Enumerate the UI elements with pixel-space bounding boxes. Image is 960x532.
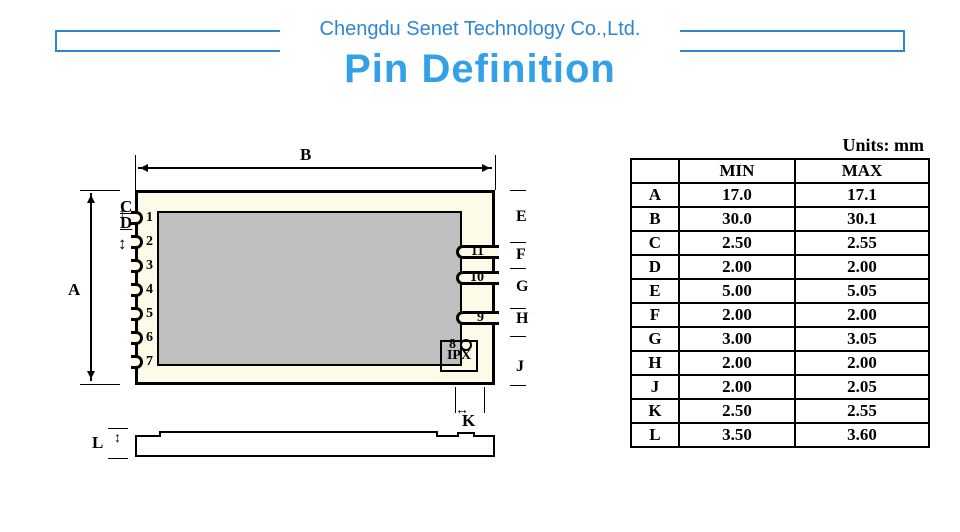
pin-num-6: 6 — [146, 330, 153, 346]
cell-max: 2.05 — [795, 375, 929, 399]
cell-label: E — [631, 279, 679, 303]
cell-min: 17.0 — [679, 183, 795, 207]
units-label: Units: mm — [630, 135, 930, 156]
module-side-view — [135, 435, 495, 457]
dim-label-K: K — [462, 411, 475, 431]
pin-num-11: 11 — [471, 244, 484, 260]
pin-num-1: 1 — [146, 210, 153, 226]
cell-label: K — [631, 399, 679, 423]
table-row: A17.017.1 — [631, 183, 929, 207]
table-row: K2.502.55 — [631, 399, 929, 423]
pin-num-2: 2 — [146, 234, 153, 250]
dim-label-L: L — [92, 433, 103, 453]
pin-num-4: 4 — [146, 282, 153, 298]
table-row: D2.002.00 — [631, 255, 929, 279]
rf-shield — [157, 211, 462, 366]
ipx-connector: IPX — [440, 340, 478, 372]
cell-max: 3.60 — [795, 423, 929, 447]
pin-num-5: 5 — [146, 306, 153, 322]
pin-num-9: 9 — [477, 310, 484, 326]
cell-label: C — [631, 231, 679, 255]
cell-min: 2.50 — [679, 231, 795, 255]
cell-max: 2.00 — [795, 255, 929, 279]
cell-min: 3.00 — [679, 327, 795, 351]
dim-label-F: F — [516, 246, 526, 264]
table-row: L3.503.60 — [631, 423, 929, 447]
cell-min: 2.00 — [679, 351, 795, 375]
pin-num-3: 3 — [146, 258, 153, 274]
cell-max: 2.55 — [795, 231, 929, 255]
table-row: B30.030.1 — [631, 207, 929, 231]
table-row: J2.002.05 — [631, 375, 929, 399]
module-top-view: IPX 1 2 3 4 5 6 7 11 10 9 8 — [135, 190, 495, 385]
pin-4 — [131, 283, 143, 297]
pin-3 — [131, 259, 143, 273]
pin-num-8: 8 — [449, 337, 456, 353]
pin-1 — [131, 211, 143, 225]
cell-min: 2.00 — [679, 255, 795, 279]
table-row: G3.003.05 — [631, 327, 929, 351]
cell-max: 30.1 — [795, 207, 929, 231]
cell-label: B — [631, 207, 679, 231]
table-header-row: MIN MAX — [631, 159, 929, 183]
cell-label: D — [631, 255, 679, 279]
pin-5 — [131, 307, 143, 321]
cell-min: 2.00 — [679, 375, 795, 399]
cell-min: 3.50 — [679, 423, 795, 447]
cell-max: 5.05 — [795, 279, 929, 303]
pin-8-hole — [460, 339, 472, 351]
header-brackets — [55, 30, 905, 60]
cell-max: 2.00 — [795, 351, 929, 375]
cell-max: 17.1 — [795, 183, 929, 207]
cell-label: F — [631, 303, 679, 327]
cell-label: L — [631, 423, 679, 447]
cell-min: 30.0 — [679, 207, 795, 231]
pin-num-10: 10 — [470, 270, 484, 286]
cell-min: 2.00 — [679, 303, 795, 327]
dim-label-G: G — [516, 278, 528, 296]
cell-label: A — [631, 183, 679, 207]
dim-label-E: E — [516, 208, 527, 226]
pin-6 — [131, 331, 143, 345]
right-dimensions: E F G H J — [510, 190, 540, 410]
col-label — [631, 159, 679, 183]
pin-2 — [131, 235, 143, 249]
table-row: H2.002.00 — [631, 351, 929, 375]
cell-max: 3.05 — [795, 327, 929, 351]
dimensions-table: MIN MAX A17.017.1B30.030.1C2.502.55D2.00… — [630, 158, 930, 448]
table-row: E5.005.05 — [631, 279, 929, 303]
cell-label: J — [631, 375, 679, 399]
cell-min: 2.50 — [679, 399, 795, 423]
cell-max: 2.55 — [795, 399, 929, 423]
cell-label: G — [631, 327, 679, 351]
dim-label-B: B — [300, 145, 311, 165]
dim-label-H: H — [516, 310, 528, 328]
table-row: C2.502.55 — [631, 231, 929, 255]
dim-label-A: A — [68, 280, 80, 300]
pin-num-7: 7 — [146, 354, 153, 370]
diagram-area: B A C ↕ D ↕ IPX 1 2 — [30, 135, 590, 495]
cell-max: 2.00 — [795, 303, 929, 327]
col-min: MIN — [679, 159, 795, 183]
cell-min: 5.00 — [679, 279, 795, 303]
col-max: MAX — [795, 159, 929, 183]
cell-label: H — [631, 351, 679, 375]
dim-label-J: J — [516, 358, 524, 376]
table-row: F2.002.00 — [631, 303, 929, 327]
pin-7 — [131, 355, 143, 369]
